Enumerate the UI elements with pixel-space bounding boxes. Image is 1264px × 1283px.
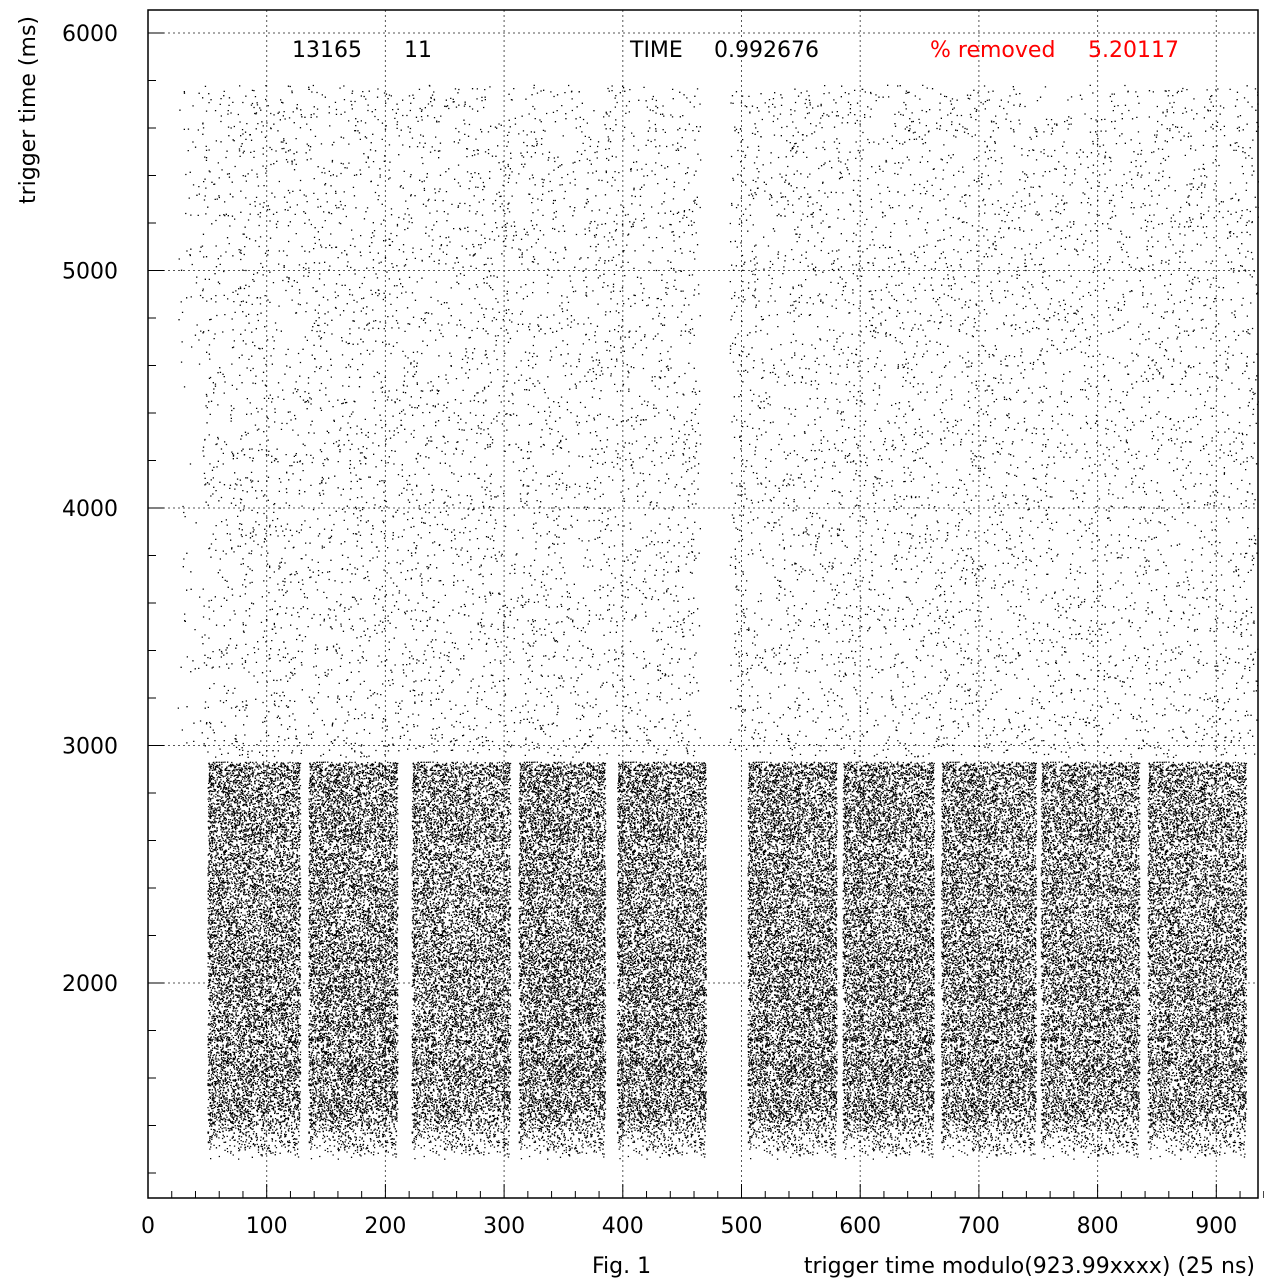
scatter-points-band-6 bbox=[747, 761, 838, 1160]
run-number: 13165 bbox=[292, 38, 362, 63]
scatter-points-band-8 bbox=[940, 761, 1038, 1158]
x-tick-label: 0 bbox=[141, 1214, 155, 1239]
y-tick-label: 4000 bbox=[62, 497, 118, 522]
time-label: TIME bbox=[629, 38, 683, 63]
x-tick-label: 700 bbox=[958, 1214, 1000, 1239]
plot-frame bbox=[147, 9, 1259, 1199]
removed-label: % removed bbox=[930, 38, 1055, 63]
scatter-points-band-2 bbox=[308, 761, 399, 1160]
removed-value: 5.20117 bbox=[1088, 38, 1179, 63]
event-number: 11 bbox=[404, 38, 432, 63]
scatter-points-band-5 bbox=[616, 761, 708, 1160]
x-axis-title: trigger time modulo(923.99xxxx) (25 ns) bbox=[804, 1254, 1255, 1279]
x-tick-label: 900 bbox=[1195, 1214, 1237, 1239]
time-value: 0.992676 bbox=[714, 38, 819, 63]
figure-caption: Fig. 1 bbox=[592, 1254, 651, 1279]
y-tick-label: 6000 bbox=[62, 22, 118, 47]
x-tick-label: 600 bbox=[839, 1214, 881, 1239]
scatter-points-band-4 bbox=[518, 761, 607, 1160]
x-tick-label: 100 bbox=[246, 1214, 288, 1239]
y-tick-label: 3000 bbox=[62, 735, 118, 760]
x-tick-label: 500 bbox=[721, 1214, 763, 1239]
scatter-points-band-7 bbox=[842, 761, 936, 1160]
scatter-points-upper-1 bbox=[177, 84, 702, 758]
scatter-points-band-10 bbox=[1147, 761, 1248, 1160]
scatter-points-band-9 bbox=[1040, 761, 1141, 1160]
y-tick-label: 2000 bbox=[62, 972, 118, 997]
scatter-points-band-3 bbox=[411, 761, 512, 1160]
scatter-points-band-1 bbox=[207, 761, 302, 1160]
x-tick-label: 800 bbox=[1077, 1214, 1119, 1239]
y-tick-label: 5000 bbox=[62, 260, 118, 285]
y-axis-ticks bbox=[148, 32, 164, 1174]
x-axis-ticks bbox=[147, 1184, 1264, 1198]
y-axis-title: trigger time (ms) bbox=[16, 16, 41, 204]
scatter-points-upper-2 bbox=[729, 84, 1259, 759]
x-tick-label: 400 bbox=[602, 1214, 644, 1239]
x-tick-label: 300 bbox=[483, 1214, 525, 1239]
x-tick-label: 200 bbox=[364, 1214, 406, 1239]
